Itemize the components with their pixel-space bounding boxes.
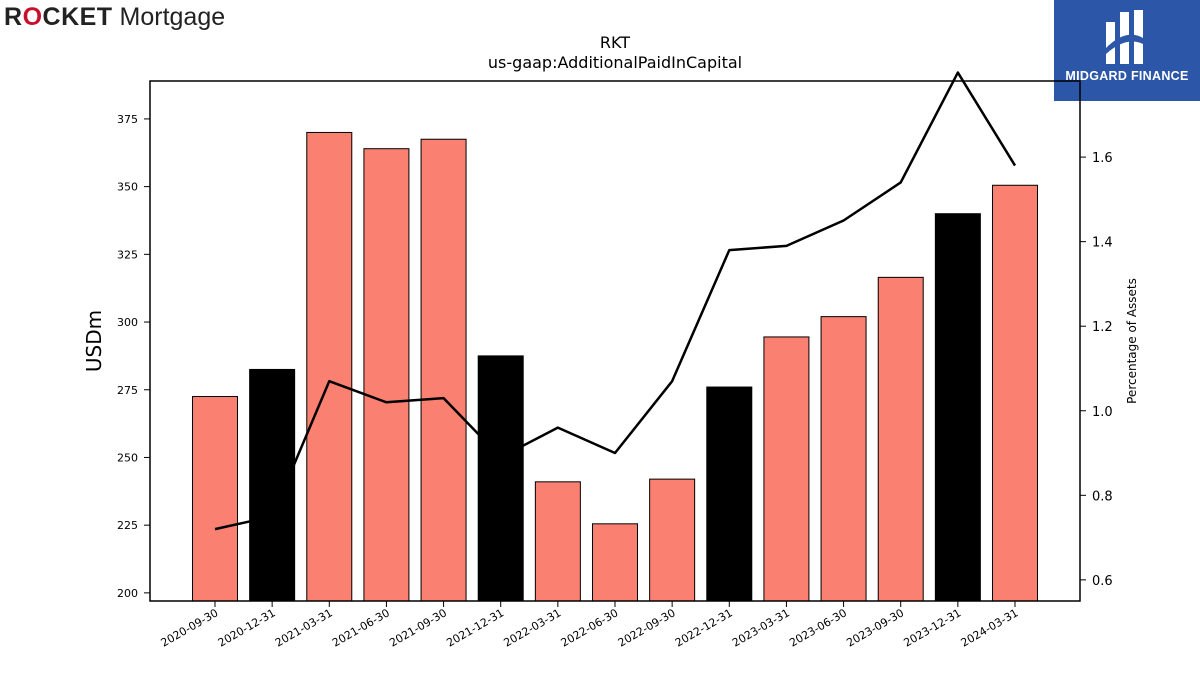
rocket-letters-rest: CKET [42, 3, 113, 31]
x-tick-label: 2023-03-31 [730, 606, 792, 649]
y2-tick-label: 1.2 [1092, 320, 1113, 335]
rocket-mortgage-logo: ROCKET Mortgage [4, 2, 225, 32]
y2-tick-label: 1.6 [1092, 151, 1113, 166]
x-tick-label: 2021-12-31 [444, 606, 506, 649]
x-tick-label: 2022-09-30 [616, 606, 678, 649]
y-tick-label: 225 [117, 519, 138, 532]
bar-2022-09-30 [649, 478, 696, 602]
x-tick-label: 2023-09-30 [844, 606, 906, 649]
bar-series [192, 131, 1038, 602]
bar-2021-03-31 [306, 131, 353, 602]
chart-subtitle: us-gaap:AdditionalPaidInCapital [488, 53, 742, 72]
bar-2020-12-31 [249, 368, 296, 602]
x-tick-label: 2022-12-31 [673, 606, 735, 649]
x-tick-label: 2021-03-31 [273, 606, 335, 649]
x-tick-label: 2020-09-30 [159, 606, 221, 649]
bar-2020-09-30 [192, 396, 238, 602]
midgard-finance-name: MIDGARD FINANCE [1065, 69, 1189, 83]
bar-2022-03-31 [534, 481, 581, 602]
rocket-wordmark: ROCKET [4, 3, 113, 31]
y-tick-label: 375 [117, 113, 138, 126]
bar-2023-06-30 [820, 316, 867, 602]
y-tick-label: 325 [117, 248, 138, 261]
y-tick-label: 250 [117, 451, 138, 464]
y2-tick-label: 0.8 [1092, 489, 1113, 504]
bar-2022-12-31 [706, 386, 753, 602]
chart-title: RKT [600, 33, 630, 52]
x-tick-label: 2022-06-30 [559, 606, 621, 649]
percentage-line [214, 71, 1017, 531]
bar-2021-09-30 [420, 138, 467, 602]
y-tick-label: 300 [117, 316, 138, 329]
bar-2022-06-30 [592, 523, 638, 602]
x-tick-label: 2020-12-31 [216, 606, 278, 649]
x-tick-label: 2021-06-30 [330, 606, 392, 649]
y-axis-label: USDm [82, 310, 106, 372]
y2-tick-label: 1.0 [1092, 405, 1113, 420]
y2-tick-label: 0.6 [1092, 574, 1113, 589]
x-axis: 2020-09-302020-12-312021-03-312021-06-30… [159, 601, 1021, 650]
midgard-mark-icon [1106, 10, 1143, 64]
x-tick-label: 2023-06-30 [787, 606, 849, 649]
bar-2023-09-30 [877, 276, 924, 602]
x-tick-label: 2021-09-30 [387, 606, 449, 649]
y-tick-label: 275 [117, 384, 138, 397]
bar-2023-03-31 [763, 336, 810, 602]
rocket-letter-o: O [22, 3, 43, 31]
y-axis-left: 200 225 250 275 300 325 350 375 [117, 113, 150, 600]
bar-2021-12-31 [477, 355, 524, 602]
rocket-letter-r: R [4, 3, 23, 31]
line-series [214, 71, 1017, 531]
mortgage-wordmark: Mortgage [119, 3, 226, 31]
y-tick-label: 350 [117, 181, 138, 194]
bar-2021-06-30 [363, 148, 410, 602]
y-tick-label: 200 [117, 587, 138, 600]
x-tick-label: 2023-12-31 [901, 606, 963, 649]
y2-tick-label: 1.4 [1092, 236, 1113, 251]
y-axis-right: 0.6 0.8 1.0 1.2 1.4 1.6 [1080, 151, 1113, 589]
y2-axis-label: Percentage of Assets [1125, 278, 1139, 404]
bar-2023-12-31 [934, 213, 981, 602]
midgard-finance-logo: MIDGARD FINANCE [1054, 0, 1200, 101]
x-tick-label: 2024-03-31 [959, 606, 1021, 649]
bar-2024-03-31 [992, 184, 1038, 602]
x-tick-label: 2022-03-31 [501, 606, 563, 649]
